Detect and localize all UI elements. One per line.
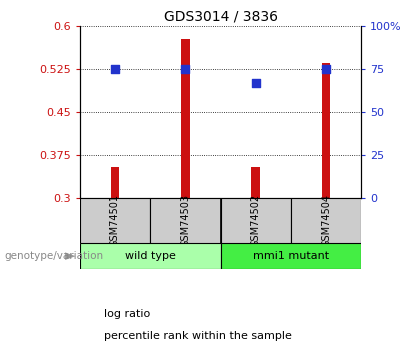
Text: genotype/variation: genotype/variation: [4, 251, 103, 261]
Point: [252, 80, 259, 86]
Bar: [252, 167, 260, 198]
Text: log ratio: log ratio: [104, 309, 150, 319]
Point: [323, 66, 329, 72]
Point: [182, 66, 189, 72]
Bar: [220, 198, 291, 243]
Text: mmi1 mutant: mmi1 mutant: [253, 251, 329, 261]
Text: GSM74504: GSM74504: [321, 194, 331, 247]
Point: [112, 66, 118, 72]
Text: GSM74503: GSM74503: [180, 194, 190, 247]
Text: wild type: wild type: [125, 251, 176, 261]
Bar: [291, 198, 361, 243]
Text: GSM74501: GSM74501: [110, 194, 120, 247]
Bar: [322, 63, 330, 198]
Bar: [111, 167, 119, 198]
Bar: [80, 198, 150, 243]
Polygon shape: [65, 253, 76, 260]
Bar: [80, 243, 220, 269]
Text: GSM74502: GSM74502: [251, 194, 261, 247]
Bar: [220, 243, 361, 269]
Bar: [181, 39, 189, 198]
Bar: [150, 198, 220, 243]
Title: GDS3014 / 3836: GDS3014 / 3836: [163, 9, 278, 23]
Text: percentile rank within the sample: percentile rank within the sample: [104, 332, 291, 341]
